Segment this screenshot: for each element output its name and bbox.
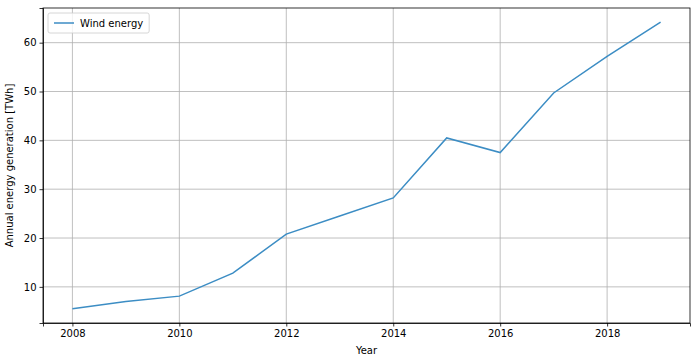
- plot: 2008 2010 2012 2014 2016 2018 10 20 30 40 50 60 Wind…: [24, 8, 691, 339]
- tick-label: 30: [24, 184, 37, 195]
- tick-label: 20: [24, 233, 37, 244]
- legend-box: [48, 13, 149, 33]
- y-axis-title: Annual energy generation [TWh]: [4, 84, 15, 248]
- tick: 30: [24, 184, 43, 195]
- tick: 2014: [381, 323, 406, 339]
- tick-mark: [40, 189, 44, 190]
- tick-label: 2014: [381, 328, 406, 339]
- tick-label: 2018: [595, 328, 620, 339]
- tick-label: 2016: [488, 328, 513, 339]
- tick-label: 10: [24, 282, 37, 293]
- legend: Wind energy: [48, 13, 149, 33]
- y-axis: 10 20 30 40 50 60: [24, 9, 44, 324]
- chart: 2008 2010 2012 2014 2016 2018 10 20 30 40 50 60 Wind…: [0, 0, 700, 357]
- axis-line: [44, 324, 691, 327]
- tick-label: 2012: [274, 328, 299, 339]
- grid-line: [286, 8, 287, 323]
- tick: 2008: [60, 323, 85, 339]
- frame: [43, 8, 690, 323]
- tick-label: 40: [24, 135, 37, 146]
- x-axis-title: Year: [355, 345, 378, 356]
- grid-line: [43, 91, 690, 92]
- x-axis: 2008 2010 2012 2014 2016 2018: [44, 323, 691, 339]
- tick-mark: [500, 323, 501, 327]
- grid-line: [43, 42, 690, 43]
- tick-mark: [72, 323, 73, 327]
- tick: 60: [24, 37, 43, 48]
- tick: 50: [24, 86, 43, 97]
- grid-line: [43, 238, 690, 239]
- legend-swatch: [54, 22, 74, 24]
- tick: 40: [24, 135, 43, 146]
- tick-label: 2010: [167, 328, 192, 339]
- grid-line: [43, 140, 690, 141]
- grid-line: [393, 8, 394, 323]
- tick: 2016: [488, 323, 513, 339]
- grid-line: [179, 8, 180, 323]
- tick: 20: [24, 233, 43, 244]
- tick-label: 50: [24, 86, 37, 97]
- tick: 2010: [167, 323, 192, 339]
- line: [72, 22, 660, 309]
- grid-line: [43, 286, 690, 287]
- grid-line: [500, 8, 501, 323]
- grid-line: [72, 8, 73, 323]
- tick: 2012: [274, 323, 299, 339]
- tick-label: 2008: [60, 328, 85, 339]
- grid-line: [43, 189, 690, 190]
- legend-label: Wind energy: [80, 18, 143, 29]
- tick-mark: [40, 287, 44, 288]
- tick-mark: [40, 140, 44, 141]
- tick-label: 60: [24, 37, 37, 48]
- tick: 2018: [595, 323, 620, 339]
- tick-mark: [40, 92, 44, 93]
- marks: [72, 22, 660, 309]
- grid: [43, 8, 690, 323]
- tick-mark: [393, 323, 394, 327]
- tick-mark: [40, 43, 44, 44]
- tick-mark: [40, 238, 44, 239]
- tick-mark: [286, 323, 287, 327]
- tick: 10: [24, 282, 43, 293]
- tick-mark: [607, 323, 608, 327]
- tick-mark: [179, 323, 180, 327]
